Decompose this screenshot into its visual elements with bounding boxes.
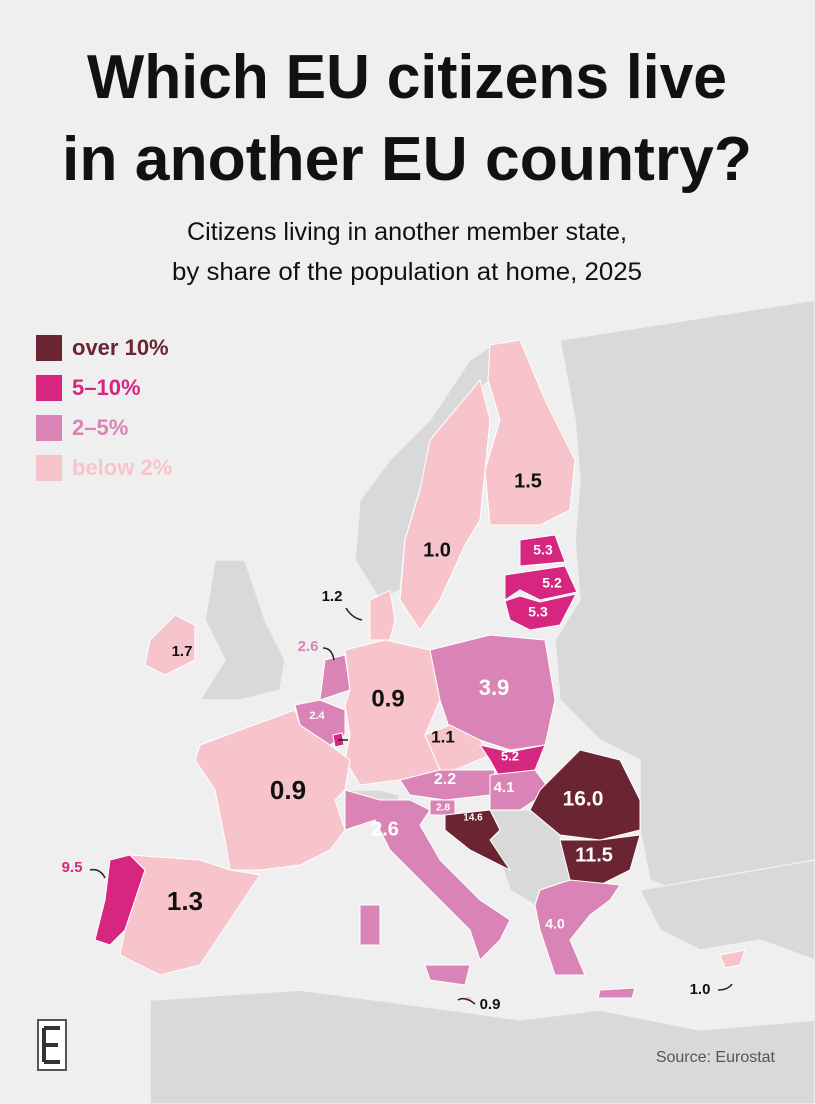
region-shape [504, 565, 578, 601]
region-label: 11.5 [575, 844, 613, 866]
region-shape [484, 339, 576, 526]
region: 16.0 [529, 749, 641, 841]
region-label: 3.9 [479, 675, 510, 700]
region-shape [369, 589, 396, 641]
region-label: 5.2 [542, 575, 562, 591]
region-label: 9.5 [62, 859, 83, 876]
title-line: Which EU citizens live [87, 43, 727, 112]
legend-label: below 2% [72, 455, 172, 480]
region: 0.9 [194, 709, 351, 871]
region-label: 5.2 [501, 748, 519, 763]
legend-label: 5–10% [72, 375, 141, 400]
region: 4.0 [534, 879, 636, 999]
legend-label: 2–5% [72, 415, 128, 440]
region-label: 1.2 [322, 588, 343, 605]
region-label: 1.7 [172, 643, 193, 660]
region: 5.2 [478, 744, 546, 779]
legend-label: over 10% [72, 335, 169, 360]
region: 11.5 [559, 834, 641, 886]
region-label: 2.2 [434, 771, 456, 788]
region: 1.0 [399, 378, 491, 631]
region-shape [534, 879, 621, 976]
region: 1.5 [484, 339, 576, 526]
region-label: 0.9 [371, 685, 404, 712]
region-shape [429, 634, 556, 751]
region-label: 1.0 [690, 981, 711, 998]
region-label: 16.0 [563, 788, 604, 811]
leader-line [322, 647, 335, 661]
leader-line [457, 997, 476, 1005]
region-shape [444, 809, 512, 872]
region-label: 4.0 [545, 916, 565, 932]
region: 3.9 [429, 634, 556, 751]
region-label: 1.3 [167, 886, 203, 916]
region-label: 2.6 [371, 818, 399, 840]
region-shape [597, 987, 636, 999]
region: 5.3 [504, 593, 577, 631]
legend-swatch [36, 335, 62, 361]
region-shape [359, 904, 381, 946]
region: 2.6 [344, 789, 511, 986]
region-label: 1.1 [431, 727, 455, 746]
region-shape [344, 789, 511, 961]
region-shape [719, 949, 746, 969]
region-shape [119, 854, 261, 976]
legend-swatch [36, 415, 62, 441]
region: 1.0 [690, 949, 746, 998]
region-shape [529, 749, 641, 841]
title-line: in another EU country? [62, 125, 752, 194]
region: 0.9 [344, 639, 441, 786]
region-shape [504, 593, 577, 631]
region: 5.2 [504, 565, 578, 601]
region: 1.1 [424, 724, 491, 771]
legend-swatch [36, 375, 62, 401]
region-shape [144, 614, 196, 676]
leader-line [717, 983, 733, 991]
region-shape [399, 378, 491, 631]
region: 14.6 [444, 809, 512, 872]
region: 1.3 [119, 854, 261, 976]
region-label: 4.1 [494, 779, 515, 796]
region-label: 1.0 [423, 539, 451, 561]
region-label: 0.9 [480, 996, 501, 1013]
source: Source: Eurostat [656, 1049, 776, 1066]
legend-swatch [36, 455, 62, 481]
leader-line [89, 868, 106, 879]
region: 2.6 [298, 638, 351, 701]
subtitle-line: Citizens living in another member state, [187, 218, 627, 246]
region: 1.2 [322, 588, 396, 641]
region-shape [519, 534, 566, 567]
region-label: 5.3 [528, 604, 548, 620]
region-label: 2.6 [298, 638, 319, 655]
region: 0.9 [457, 995, 501, 1013]
region-label: 2.8 [436, 803, 450, 814]
region-label: 0.9 [270, 775, 306, 805]
region: 1.7 [144, 614, 196, 676]
subtitle-line: by share of the population at home, 2025 [172, 258, 642, 286]
region: 2.8 [429, 799, 456, 816]
region-shape [344, 639, 441, 786]
region-label: 1.5 [514, 470, 542, 492]
leader-line [345, 607, 363, 621]
region: 5.3 [519, 534, 566, 567]
region-label: 14.6 [463, 813, 483, 824]
logo [37, 1019, 67, 1071]
region-shape [424, 964, 471, 986]
region-label: 5.3 [533, 542, 553, 558]
region-label: 2.4 [309, 710, 325, 722]
